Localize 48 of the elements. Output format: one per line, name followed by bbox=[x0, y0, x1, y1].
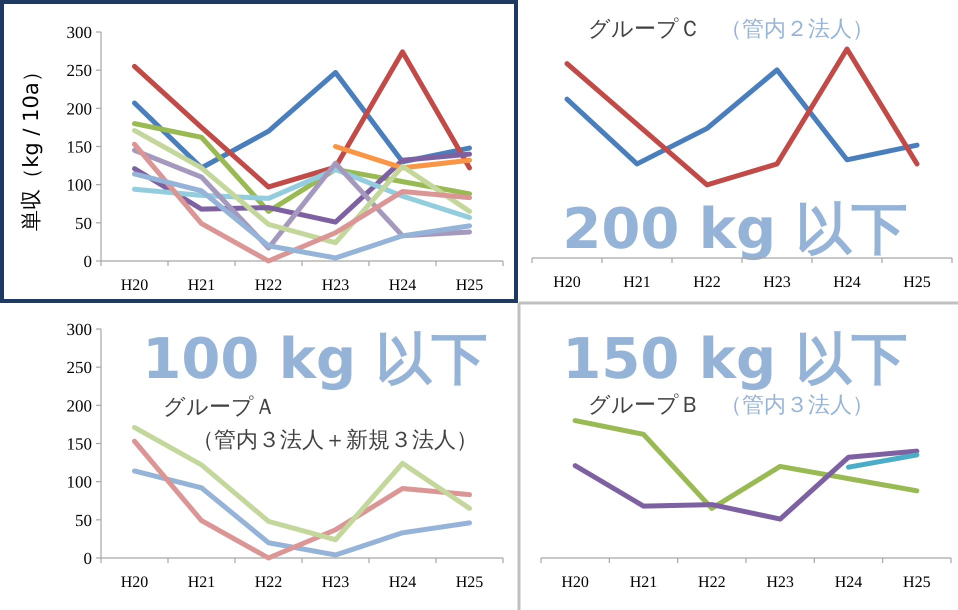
x-tick-label: H23 bbox=[766, 574, 794, 591]
chart-subtitle: （管内２法人） bbox=[720, 17, 874, 42]
x-tick-label: H23 bbox=[322, 574, 350, 591]
y-tick-label: 50 bbox=[75, 510, 92, 530]
x-tick-label: H20 bbox=[561, 574, 589, 591]
x-tick-label: H24 bbox=[833, 274, 861, 291]
text: グループＢ bbox=[588, 393, 701, 418]
x-tick-label: H20 bbox=[120, 277, 148, 294]
y-tick-label: 50 bbox=[75, 214, 92, 233]
x-tick-label: H22 bbox=[254, 277, 282, 294]
annotation: 200 kg 以下 bbox=[562, 197, 908, 262]
x-tick-label: H21 bbox=[623, 274, 651, 291]
x-tick-label: H24 bbox=[388, 277, 416, 294]
x-tick-label: H20 bbox=[120, 574, 148, 591]
x-tick-label: H23 bbox=[763, 274, 791, 291]
y-tick-label: 100 bbox=[66, 176, 92, 195]
x-tick-label: H24 bbox=[388, 574, 416, 591]
x-tick-label: H22 bbox=[254, 574, 282, 591]
y-axis-title: 単収（kg / 10a） bbox=[19, 61, 43, 231]
text: （管内３法人＋新規３法人） bbox=[192, 428, 478, 453]
x-tick-label: H25 bbox=[456, 277, 484, 294]
annotation: 150 kg 以下 bbox=[562, 327, 908, 392]
text: （管内３法人） bbox=[720, 393, 874, 418]
y-tick-label: 250 bbox=[66, 358, 92, 378]
y-tick-label: 300 bbox=[66, 320, 92, 339]
x-tick-label: H23 bbox=[322, 277, 350, 294]
x-tick-label: H21 bbox=[188, 277, 216, 294]
y-tick-label: 100 bbox=[66, 472, 92, 492]
text: グループＡ bbox=[163, 395, 276, 420]
y-tick-label: 250 bbox=[66, 61, 92, 80]
x-tick-label: H22 bbox=[698, 574, 726, 591]
x-tick-label: H24 bbox=[834, 574, 862, 591]
x-tick-label: H25 bbox=[903, 274, 931, 291]
y-tick-label: 200 bbox=[66, 396, 92, 416]
x-tick-label: H25 bbox=[456, 574, 484, 591]
y-tick-label: 300 bbox=[66, 23, 92, 42]
x-tick-label: H22 bbox=[693, 274, 721, 291]
y-tick-label: 0 bbox=[84, 549, 92, 568]
y-tick-label: 200 bbox=[66, 99, 92, 118]
annotation: 100 kg 以下 bbox=[142, 327, 488, 392]
y-tick-label: 150 bbox=[66, 138, 92, 156]
y-tick-label: 150 bbox=[66, 434, 92, 454]
x-tick-label: H25 bbox=[903, 574, 931, 591]
chart-title: グループＣ bbox=[588, 17, 701, 42]
y-tick-label: 0 bbox=[84, 252, 92, 271]
x-tick-label: H20 bbox=[553, 274, 581, 291]
x-tick-label: H21 bbox=[630, 574, 658, 591]
x-tick-label: H21 bbox=[188, 574, 216, 591]
